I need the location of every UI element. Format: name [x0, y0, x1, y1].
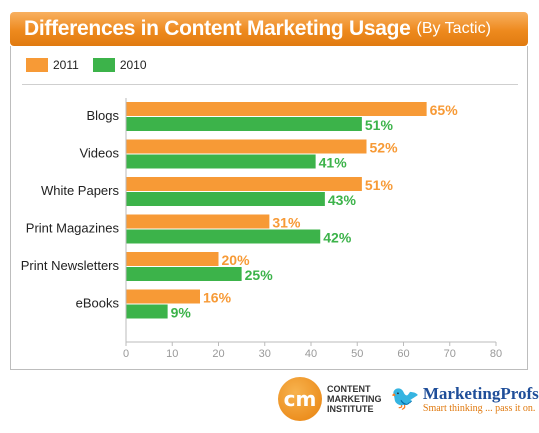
cmi-line: CONTENT: [327, 384, 371, 394]
legend-swatch-2011: [26, 58, 48, 72]
data-label-2011-videos: 52%: [370, 140, 399, 156]
bird-icon: 🐦: [390, 385, 420, 412]
data-label-2011-print-magazines: 31%: [272, 215, 301, 231]
legend-swatch-2010: [92, 58, 115, 72]
bar-2010-videos: [126, 154, 316, 169]
data-label-2010-ebooks: 9%: [171, 305, 192, 321]
cmi-mark: cm: [278, 377, 322, 421]
legend-label-2010: 2010: [119, 58, 147, 72]
cmi-line: MARKETING: [327, 394, 382, 404]
legend-item-2010: 2010: [92, 58, 147, 72]
legend-label-2011: 2011: [53, 58, 79, 72]
category-label-print-newsletters: Print Newsletters: [21, 258, 120, 273]
data-label-2011-print-newsletters: 20%: [222, 252, 251, 268]
data-label-2010-blogs: 51%: [365, 117, 394, 133]
bar-2011-blogs: [126, 102, 427, 116]
mp-tagline: Smart thinking ... pass it on.: [422, 402, 536, 414]
x-tick-label: 40: [305, 348, 317, 360]
bar-2010-print-magazines: [126, 229, 321, 244]
cmi-wordmark: CONTENT MARKETING INSTITUTE: [327, 384, 382, 414]
data-label-2010-white-papers: 43%: [328, 192, 357, 208]
data-label-2010-print-magazines: 42%: [323, 230, 352, 246]
category-label-ebooks: eBooks: [76, 296, 120, 311]
x-tick-label: 0: [123, 348, 129, 360]
legend: 2011 2010: [26, 58, 161, 72]
x-tick-label: 80: [490, 348, 502, 360]
cmi-logo[interactable]: cm CONTENT MARKETING INSTITUTE: [278, 374, 382, 424]
category-label-blogs: Blogs: [86, 108, 119, 123]
bar-2011-print-magazines: [126, 214, 270, 229]
bar-2011-videos: [126, 139, 367, 154]
x-tick-label: 70: [444, 348, 456, 360]
x-tick-label: 50: [351, 348, 363, 360]
bar-2010-blogs: [126, 117, 362, 131]
bar-2010-white-papers: [126, 192, 325, 206]
mp-name: MarketingProfs: [422, 383, 539, 403]
cmi-line: INSTITUTE: [327, 404, 374, 414]
data-label-2010-print-newsletters: 25%: [245, 267, 274, 283]
data-label-2011-blogs: 65%: [430, 102, 459, 118]
data-label-2010-videos: 41%: [319, 155, 348, 171]
chart-subtitle: (By Tactic): [416, 20, 491, 37]
chart-title: Differences in Content Marketing Usage: [24, 17, 411, 40]
bar-2010-ebooks: [126, 304, 168, 319]
category-label-videos: Videos: [79, 146, 119, 161]
bar-2011-white-papers: [126, 177, 362, 191]
bar-2011-ebooks: [126, 289, 200, 304]
category-label-print-magazines: Print Magazines: [26, 221, 120, 236]
bar-2010-print-newsletters: [126, 267, 242, 281]
x-tick-label: 10: [166, 348, 178, 360]
chart-frame: [10, 46, 528, 370]
data-label-2011-ebooks: 16%: [203, 290, 232, 306]
x-tick-label: 20: [212, 348, 224, 360]
marketingprofs-logo[interactable]: 🐦 MarketingProfs Smart thinking ... pass…: [390, 374, 539, 424]
bar-2011-print-newsletters: [126, 252, 219, 266]
x-tick-label: 60: [397, 348, 409, 360]
category-label-white-papers: White Papers: [41, 183, 120, 198]
x-tick-label: 30: [259, 348, 271, 360]
chart-title-banner: Differences in Content Marketing Usage (…: [10, 12, 528, 46]
legend-item-2011: 2011: [26, 58, 79, 72]
data-label-2011-white-papers: 51%: [365, 177, 394, 193]
legend-divider: [22, 84, 518, 85]
